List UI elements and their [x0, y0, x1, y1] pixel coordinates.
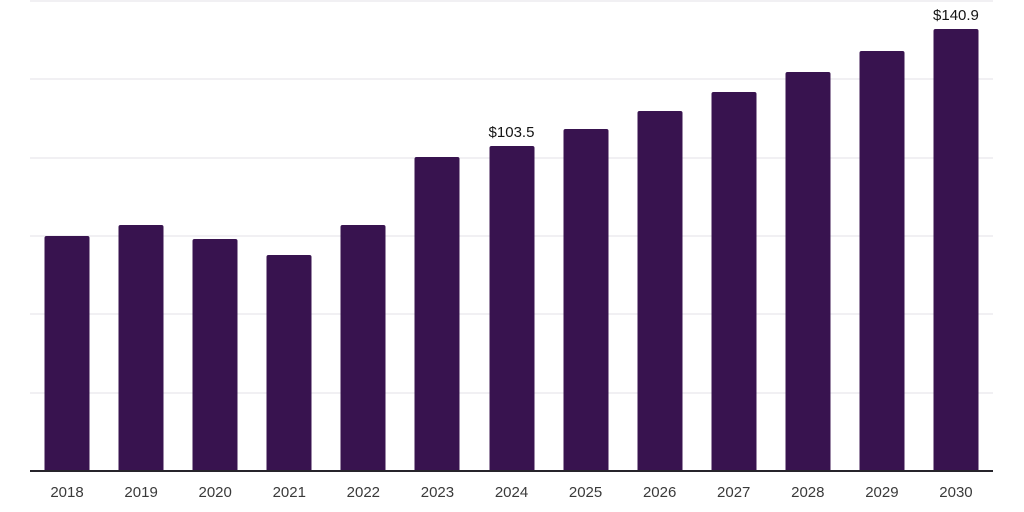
- x-tick-label-2023: 2023: [420, 484, 455, 501]
- bar-2026: [637, 110, 683, 470]
- bar-2019: [118, 224, 164, 470]
- x-tick-label-2021: 2021: [272, 484, 306, 501]
- bar-2024: [489, 145, 534, 470]
- x-tick-label-2019: 2019: [124, 484, 158, 501]
- x-tick-label-2020: 2020: [198, 484, 232, 501]
- x-tick-label-2027: 2027: [717, 484, 751, 501]
- x-tick-label-2018: 2018: [50, 484, 84, 501]
- x-tick-label-2024: 2024: [494, 484, 529, 501]
- x-tick-label-2022: 2022: [346, 484, 381, 501]
- data-label-2030: $140.9: [933, 6, 979, 24]
- gridline-y125: [30, 78, 993, 81]
- x-tick-label-2030: 2030: [939, 484, 973, 501]
- bar-2023: [414, 157, 460, 470]
- bar-2029: [859, 50, 905, 470]
- x-tick-label-2026: 2026: [642, 484, 677, 501]
- bar-2020: [192, 239, 238, 470]
- x-axis-labels: 2018 2019 2020 2021 2022 2023 2024 2025 2026 2027…: [30, 472, 993, 512]
- bar-2030: [933, 28, 979, 470]
- bar-2018: [44, 236, 90, 470]
- bar-2028: [785, 71, 831, 470]
- gridline-y150: [30, 0, 993, 2]
- plot-area: $103.5 $140.9: [30, 0, 993, 472]
- bar-2022: [340, 225, 386, 470]
- bar-2025: [563, 128, 609, 470]
- x-tick-label-2028: 2028: [791, 484, 825, 501]
- x-tick-label-2025: 2025: [568, 484, 603, 501]
- bar-2027: [711, 91, 757, 470]
- x-tick-label-2029: 2029: [865, 484, 899, 501]
- data-label-2024: $103.5: [488, 123, 535, 141]
- bar-2021: [266, 255, 312, 470]
